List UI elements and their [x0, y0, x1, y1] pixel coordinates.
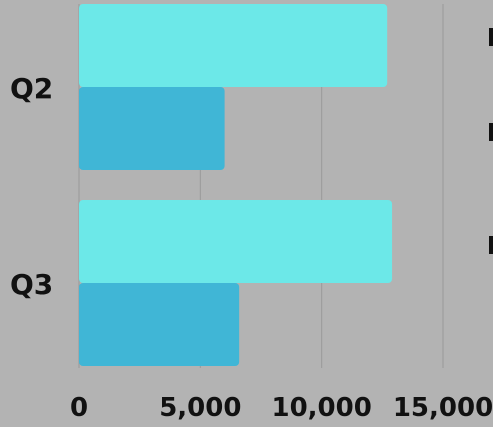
bars [79, 4, 393, 366]
x-axis-tick-labels: 0 5,000 10,000 15,000 [70, 393, 493, 423]
bar-q3-series-2 [79, 283, 240, 366]
legend-swatch-0 [489, 28, 493, 46]
bar-q2-series-1 [79, 4, 388, 87]
category-labels: Q2 Q3 [10, 72, 53, 301]
legend-entry-1 [489, 123, 493, 141]
legend-entry-2 [489, 236, 493, 254]
bar-q3-series-1 [79, 200, 393, 283]
category-label-q3: Q3 [10, 268, 53, 301]
x-tick-label-0: 0 [70, 393, 88, 423]
x-tick-label-1: 5,000 [159, 393, 241, 423]
legend [489, 28, 493, 254]
category-label-q2: Q2 [10, 72, 53, 105]
legend-swatch-2 [489, 236, 493, 254]
legend-swatch-1 [489, 123, 493, 141]
legend-entry-0 [489, 28, 493, 46]
x-tick-label-3: 15,000 [393, 393, 493, 423]
bar-q2-series-2 [79, 87, 225, 170]
x-tick-label-2: 10,000 [271, 393, 371, 423]
